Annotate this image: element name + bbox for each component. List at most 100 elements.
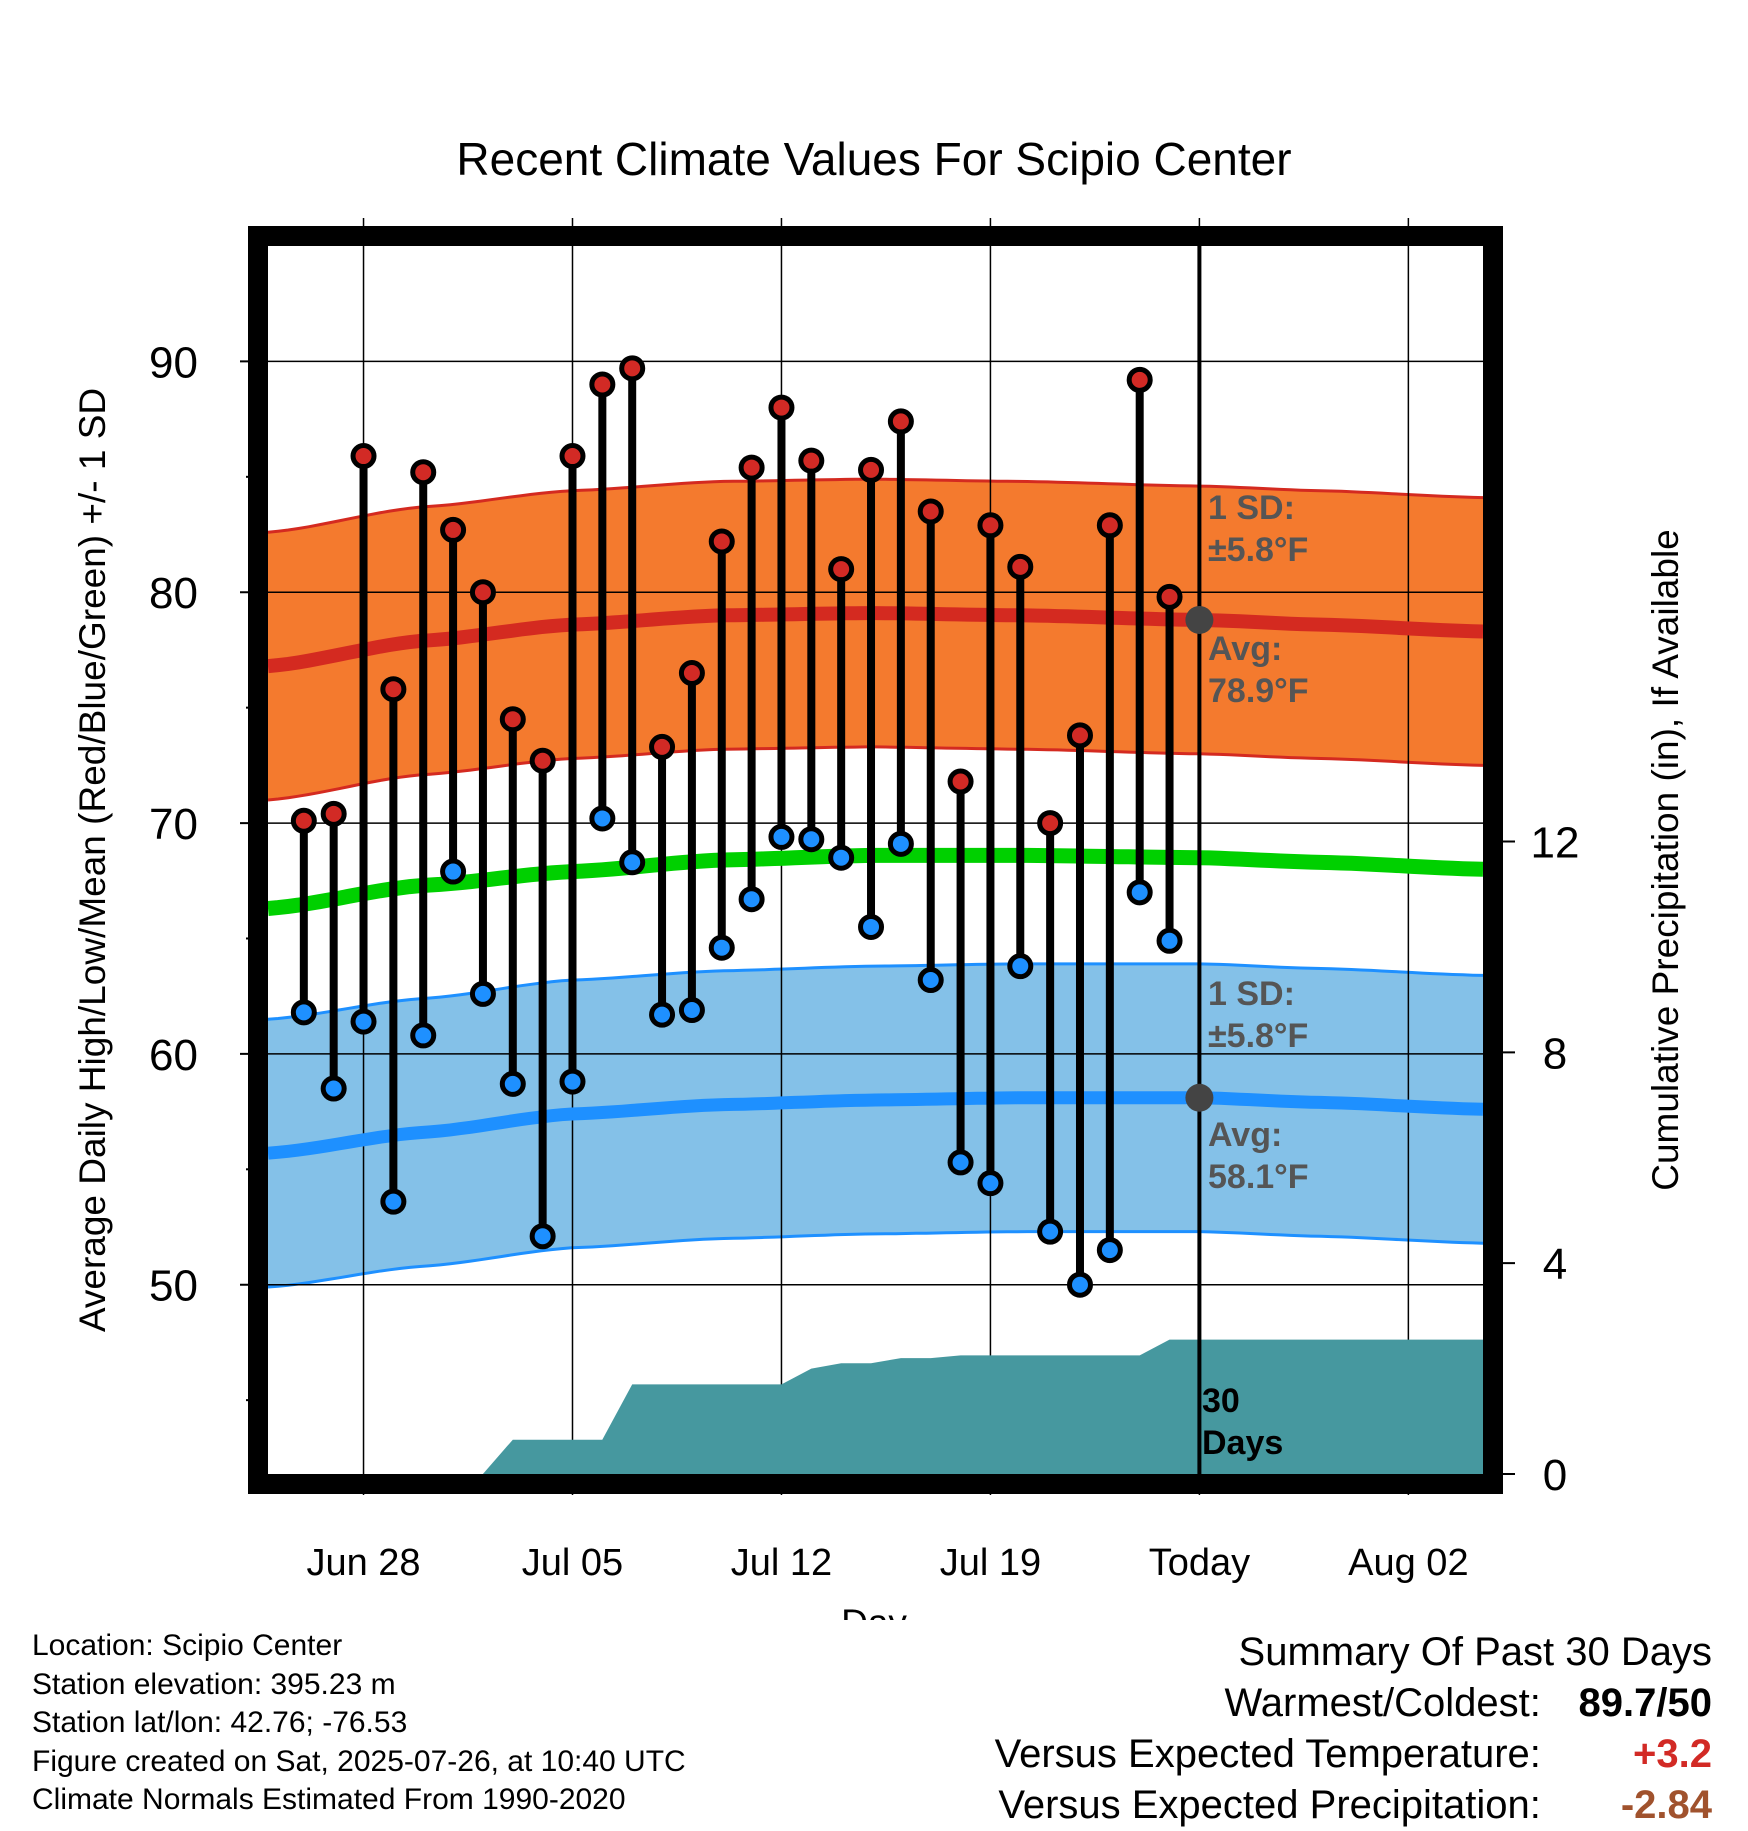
high-point (320, 800, 347, 827)
high-point (708, 528, 735, 555)
low-point (290, 999, 317, 1026)
station-info: Location: Scipio Center Station elevatio… (32, 1627, 852, 1820)
high-point (589, 371, 616, 398)
x-tick-label: Jul 19 (940, 1542, 1041, 1584)
low-point (649, 1001, 676, 1028)
high-point (290, 807, 317, 834)
low-point (589, 805, 616, 832)
low-point (410, 1022, 437, 1049)
high-point (1037, 810, 1064, 837)
days-label-count: 30 (1202, 1382, 1240, 1420)
high-point (440, 516, 467, 543)
y-axis-label: Average Daily High/Low/Mean (Red/Blue/Gr… (72, 388, 113, 1332)
low-point (1037, 1218, 1064, 1245)
low-sd-value: ±5.8°F (1208, 1017, 1308, 1055)
low-point (469, 980, 496, 1007)
daily-stems (299, 368, 1174, 1285)
low-sd-band-lower-edge (267, 1230, 1484, 1289)
high-avg-value: 78.9°F (1208, 672, 1309, 710)
high-sd-band-lower-edge (267, 745, 1484, 802)
summary-precip: Versus Expected Precipitation: -2.84 (812, 1780, 1712, 1831)
low-point (529, 1223, 556, 1250)
high-point (380, 676, 407, 703)
low-point (917, 967, 944, 994)
summary-panel: Summary Of Past 30 Days Warmest/Coldest:… (812, 1627, 1712, 1831)
low-point (1007, 953, 1034, 980)
precip-anomaly-label: Versus Expected Precipitation: (998, 1783, 1541, 1827)
low-point (828, 844, 855, 871)
normal-high-line (267, 606, 1484, 674)
high-point (678, 660, 705, 687)
low-point (947, 1149, 974, 1176)
normal-lines (267, 606, 1484, 1160)
summary-warmest-coldest: Warmest/Coldest: 89.7/50 (812, 1678, 1713, 1729)
high-point (887, 408, 914, 435)
high-point (798, 447, 825, 474)
y-tick-label: 80 (149, 569, 198, 618)
high-point (559, 443, 586, 470)
high-point (350, 443, 377, 470)
today-low-dot (1185, 1083, 1214, 1112)
high-avg-label: Avg: (1208, 630, 1282, 668)
precip-anomaly-value: -2.84 (1620, 1783, 1712, 1827)
precip-area-layer (268, 1339, 1483, 1474)
low-point (977, 1170, 1004, 1197)
y-tick-label: 90 (149, 338, 198, 387)
plot-frame (248, 226, 1503, 1494)
high-point (410, 459, 437, 486)
low-point (768, 823, 795, 850)
high-point (768, 394, 795, 421)
low-avg-value: 58.1°F (1208, 1158, 1309, 1196)
low-point (499, 1070, 526, 1097)
high-point (1007, 553, 1034, 580)
low-point (738, 886, 765, 913)
low-point (1066, 1271, 1093, 1298)
low-point (1096, 1237, 1123, 1264)
low-point (320, 1075, 347, 1102)
low-point (559, 1068, 586, 1095)
axes-layer: 50 60 70 80 90 0 4 8 12 Jun 28 Jul 05 Jul 12 Jul 19 T… (149, 226, 1579, 1584)
low-point (887, 830, 914, 857)
low-point (1126, 879, 1153, 906)
latlon-text: Station lat/lon: 42.76; -76.53 (32, 1706, 408, 1739)
y2-tick-label: 4 (1543, 1240, 1567, 1289)
high-point (738, 454, 765, 481)
low-point (678, 997, 705, 1024)
low-point (708, 934, 735, 961)
low-point (619, 849, 646, 876)
high-point (529, 747, 556, 774)
y-tick-label: 70 (149, 800, 198, 849)
high-point (1156, 583, 1183, 610)
x-tick-label: Jun 28 (306, 1542, 420, 1584)
temp-anomaly-value: +3.2 (1633, 1732, 1712, 1776)
high-point (1096, 512, 1123, 539)
y2-axis-label: Cumulative Precipitation (in), If Availa… (1645, 529, 1686, 1191)
days-label-word: Days (1202, 1424, 1283, 1462)
x-axis-label: Day (841, 1602, 907, 1620)
high-point (649, 733, 676, 760)
y-tick-label: 50 (149, 1262, 198, 1311)
elevation-text: Station elevation: 395.23 m (32, 1667, 396, 1701)
annotations: 1 SD: ±5.8°F Avg: 78.9°F 1 SD: ±5.8°F Av… (1202, 489, 1309, 1462)
high-sd-value: ±5.8°F (1208, 531, 1308, 569)
summary-temp: Versus Expected Temperature: +3.2 (812, 1729, 1712, 1780)
y2-tick-label: 0 (1543, 1451, 1567, 1500)
high-point (828, 556, 855, 583)
high-point (1066, 722, 1093, 749)
low-point (440, 858, 467, 885)
high-point (858, 456, 885, 483)
high-point (499, 706, 526, 733)
normal-low-line (267, 1091, 1484, 1160)
x-tick-label: Jul 12 (731, 1542, 832, 1584)
x-tick-label: Jul 05 (522, 1542, 623, 1584)
low-avg-label: Avg: (1208, 1116, 1282, 1154)
y-tick-label: 60 (149, 1031, 198, 1080)
climate-chart: Recent Climate Values For Scipio Center … (72, 133, 1686, 1620)
summary-title: Summary Of Past 30 Days (1238, 1630, 1712, 1674)
low-point (1156, 927, 1183, 954)
low-point (798, 826, 825, 853)
warmest-coldest-value: 89.7/50 (1578, 1681, 1712, 1725)
chart-title: Recent Climate Values For Scipio Center (456, 133, 1291, 185)
low-point (858, 913, 885, 940)
high-point (469, 579, 496, 606)
